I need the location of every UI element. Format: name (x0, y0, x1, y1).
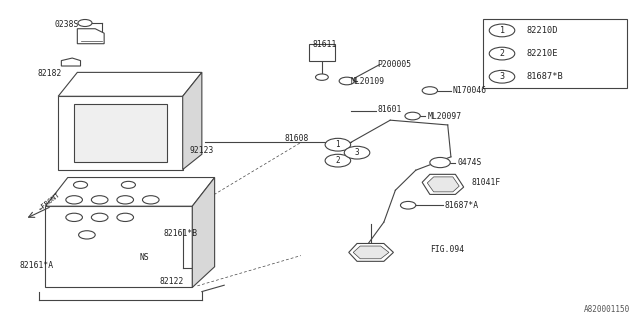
Text: N170046: N170046 (453, 86, 487, 95)
Bar (483, 19, 627, 88)
Polygon shape (349, 244, 394, 261)
Circle shape (66, 196, 83, 204)
Circle shape (117, 196, 134, 204)
Text: ML20109: ML20109 (351, 77, 385, 86)
Text: A820001150: A820001150 (584, 305, 630, 314)
Text: 81687*B: 81687*B (526, 72, 563, 81)
Text: 82210E: 82210E (526, 49, 558, 58)
Circle shape (401, 201, 416, 209)
Circle shape (117, 213, 134, 221)
Bar (74, 104, 167, 162)
Text: 82161*B: 82161*B (164, 229, 198, 238)
Circle shape (79, 231, 95, 239)
Text: 81687*A: 81687*A (445, 201, 479, 210)
Text: 0238S: 0238S (55, 20, 79, 29)
Bar (58, 96, 182, 170)
Text: ←FRONT: ←FRONT (38, 192, 61, 212)
Circle shape (325, 154, 351, 167)
Text: 81611: 81611 (312, 40, 337, 49)
Polygon shape (428, 177, 460, 192)
Polygon shape (353, 246, 389, 259)
Polygon shape (45, 178, 214, 206)
Text: 3: 3 (499, 72, 504, 81)
Circle shape (92, 213, 108, 221)
Text: 3: 3 (355, 148, 359, 157)
Text: 2: 2 (335, 156, 340, 165)
Circle shape (405, 112, 420, 120)
Circle shape (489, 24, 515, 37)
Text: 2: 2 (499, 49, 504, 58)
Text: P200005: P200005 (378, 60, 412, 69)
Bar (45, 206, 192, 287)
Text: 92123: 92123 (189, 146, 214, 155)
Circle shape (74, 181, 88, 188)
Text: 81601: 81601 (378, 105, 402, 114)
Text: 1: 1 (499, 26, 504, 35)
Circle shape (489, 47, 515, 60)
Circle shape (339, 77, 355, 85)
Polygon shape (58, 72, 202, 96)
Circle shape (143, 196, 159, 204)
Circle shape (422, 87, 438, 94)
Polygon shape (61, 58, 81, 66)
Circle shape (78, 20, 92, 27)
Polygon shape (77, 29, 104, 44)
Circle shape (344, 146, 370, 159)
Text: 1: 1 (335, 140, 340, 149)
Bar (308, 44, 335, 60)
Circle shape (430, 157, 451, 168)
Circle shape (316, 74, 328, 80)
Text: 82182: 82182 (38, 69, 62, 78)
Polygon shape (422, 174, 464, 195)
Text: 81041F: 81041F (472, 178, 501, 187)
Circle shape (66, 213, 83, 221)
Circle shape (122, 181, 136, 188)
Text: 81608: 81608 (285, 134, 309, 143)
Text: 82210D: 82210D (526, 26, 558, 35)
Text: 82122: 82122 (159, 277, 184, 286)
Circle shape (325, 138, 351, 151)
Text: FIG.094: FIG.094 (430, 245, 464, 254)
Text: NS: NS (140, 253, 150, 262)
Polygon shape (192, 178, 214, 287)
Text: ML20097: ML20097 (428, 112, 461, 121)
Circle shape (489, 70, 515, 83)
Text: 0474S: 0474S (458, 158, 482, 167)
Circle shape (92, 196, 108, 204)
Polygon shape (182, 72, 202, 170)
Text: 82161*A: 82161*A (20, 261, 54, 270)
